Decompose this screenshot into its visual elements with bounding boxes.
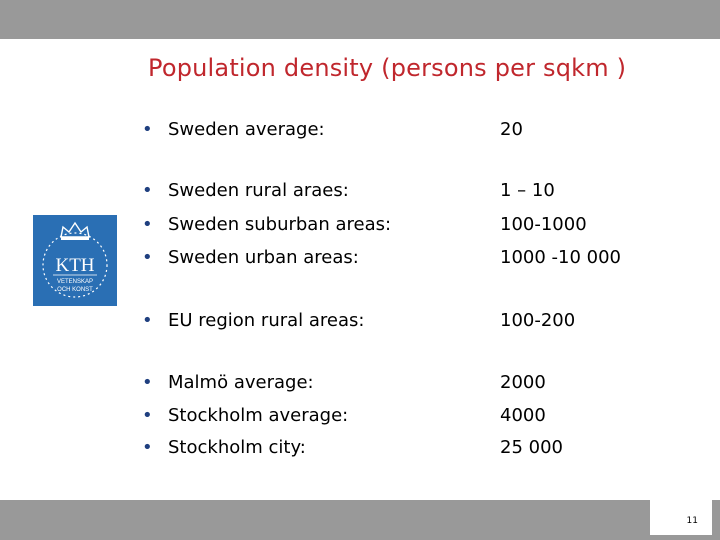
bullet-icon: • (142, 372, 153, 393)
item-value: 20 (500, 119, 523, 140)
item-label: Stockholm average: (168, 405, 349, 426)
item-label: Sweden suburban areas: (168, 214, 392, 235)
item-label: Stockholm city: (168, 437, 306, 458)
item-label: Sweden urban areas: (168, 247, 359, 268)
logo-motto-line1: VETENSKAP (57, 279, 93, 285)
page-number-panel: 11 (650, 497, 712, 535)
logo-kth-text: KTH (55, 255, 94, 276)
bullet-icon: • (142, 180, 153, 201)
bullet-icon: • (142, 214, 153, 235)
list-item: • Stockholm average: 4000 (142, 405, 682, 437)
item-label: Sweden rural araes: (168, 180, 349, 201)
bullet-icon: • (142, 310, 153, 331)
list-item: • Malmö average: 2000 (142, 372, 682, 404)
list-item: • Sweden rural araes: 1 – 10 (142, 180, 682, 212)
item-value: 100-200 (500, 310, 576, 331)
bottom-band (0, 500, 720, 540)
item-value: 1 – 10 (500, 180, 555, 201)
bullet-icon: • (142, 437, 153, 458)
list-item: • EU region rural areas: 100-200 (142, 310, 682, 342)
bullet-icon: • (142, 247, 153, 268)
item-value: 100-1000 (500, 214, 587, 235)
item-value: 1000 -10 000 (500, 247, 622, 268)
item-value: 2000 (500, 372, 546, 393)
slide-title: Population density (persons per sqkm ) (148, 54, 627, 82)
item-value: 4000 (500, 405, 546, 426)
list-item: • Stockholm city: 25 000 (142, 437, 682, 469)
list-item: • Sweden suburban areas: 100-1000 (142, 214, 682, 246)
list-item: • Sweden urban areas: 1000 -10 000 (142, 247, 682, 279)
top-band (0, 0, 720, 39)
list-item: • Sweden average: 20 (142, 119, 682, 151)
item-value: 25 000 (500, 437, 563, 458)
item-label: EU region rural areas: (168, 310, 365, 331)
bullet-icon: • (142, 405, 153, 426)
page-number: 11 (686, 516, 698, 526)
item-label: Sweden average: (168, 119, 325, 140)
item-label: Malmö average: (168, 372, 314, 393)
bullet-icon: • (142, 119, 153, 140)
logo-motto-line2: OCH KONST (57, 287, 93, 293)
kth-logo: KTH VETENSKAP OCH KONST (33, 215, 117, 306)
